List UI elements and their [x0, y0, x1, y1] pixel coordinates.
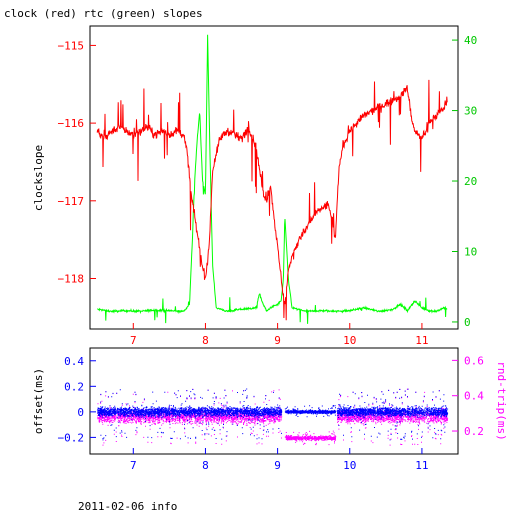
offset-tick-label: 0	[77, 406, 84, 419]
x-tick-label: 11	[415, 334, 428, 347]
footer-date: 2011-02-06 info	[78, 500, 177, 512]
top-ylabel: clockslope	[32, 145, 45, 211]
x-tick-label: 8	[202, 334, 209, 347]
y-tick-label: −118	[58, 273, 85, 286]
bottom-x-tick-label: 11	[415, 459, 428, 472]
chart-title: clock (red) rtc (green) slopes	[4, 7, 203, 20]
x-tick-label: 10	[343, 334, 356, 347]
offset-points	[284, 405, 337, 418]
top-x-axis: 7 8 9 10 11	[130, 323, 429, 347]
y2-tick-label: 30	[464, 105, 477, 118]
y2-tick-label: 10	[464, 245, 477, 258]
bottom-panel: −0.2 0 0.2 0.4 0.2 0.4 0.6 7 8 9 10 11 offset(ms)…	[32, 347, 508, 472]
bottom-x-tick-label: 8	[202, 459, 209, 472]
y2-tick-label: 0	[464, 316, 471, 329]
y2-tick-label: 20	[464, 175, 477, 188]
rtc-line	[97, 34, 448, 324]
bottom-x-axis: 7 8 9 10 11	[130, 448, 429, 472]
offset-tick-label: 0.4	[64, 355, 84, 368]
top-left-axis: −118 −117 −116 −115	[58, 39, 96, 286]
y-tick-label: −117	[58, 195, 85, 208]
clock-series	[96, 79, 448, 321]
bottom-left-axis: −0.2 0 0.2 0.4	[58, 355, 96, 444]
offset-series	[97, 388, 449, 441]
offset-tick-label: −0.2	[58, 431, 85, 444]
rnd-trip-tick-label: 0.2	[464, 425, 484, 438]
top-right-axis: 0 10 20 30 40	[452, 34, 477, 329]
rnd-trip-points	[284, 430, 337, 446]
offset-tick-label: 0.2	[64, 380, 84, 393]
top-plot-frame	[89, 25, 459, 330]
rnd-trip-points	[97, 388, 283, 446]
bottom-x-tick-label: 10	[343, 459, 356, 472]
clock-line	[96, 79, 448, 321]
bottom-ylabel: offset(ms)	[32, 368, 45, 434]
rnd-trip-tick-label: 0.6	[464, 354, 484, 367]
bottom-y2label: rnd-trip(ms)	[495, 361, 508, 440]
rtc-series	[97, 34, 448, 324]
y-tick-label: −116	[58, 117, 85, 130]
top-panel: −118 −117 −116 −115 0 10 20 30 40 7 8 9 10 11 clock…	[32, 25, 477, 347]
rnd-trip-points	[336, 388, 449, 446]
offset-points	[336, 388, 449, 441]
x-tick-label: 7	[130, 334, 137, 347]
bottom-x-tick-label: 7	[130, 459, 137, 472]
y2-tick-label: 40	[464, 34, 477, 47]
y-tick-label: −115	[58, 39, 85, 52]
bottom-x-tick-label: 9	[274, 459, 281, 472]
bottom-right-axis: 0.2 0.4 0.6	[452, 354, 484, 438]
rnd-trip-tick-label: 0.4	[464, 390, 484, 403]
x-tick-label: 9	[274, 334, 281, 347]
offset-points	[97, 388, 283, 441]
bottom-plot-frame	[89, 347, 459, 455]
